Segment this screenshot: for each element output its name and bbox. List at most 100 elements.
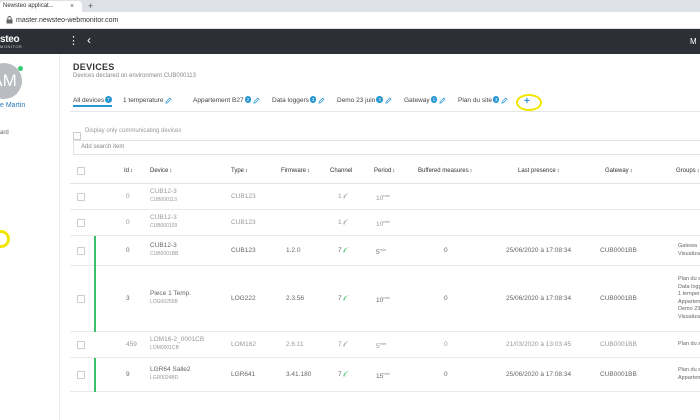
- sort-icon[interactable]: ↕: [307, 168, 310, 174]
- signal-icon: [343, 341, 348, 347]
- pencil-icon[interactable]: [385, 97, 392, 104]
- period-value: 5: [376, 343, 380, 351]
- last-presence: 21/03/2020 à 13:03:45: [506, 341, 572, 348]
- count-badge: 7: [105, 96, 112, 103]
- buffered-count: 0: [444, 341, 448, 348]
- pencil-icon[interactable]: [439, 97, 446, 104]
- channel-value: 1: [338, 193, 342, 200]
- sort-icon[interactable]: ↕: [629, 168, 633, 174]
- column-type-label: Type: [231, 168, 245, 174]
- channel-value: 7: [338, 247, 342, 254]
- column-device[interactable]: Device↕: [150, 168, 172, 174]
- count-badge: 3: [376, 96, 383, 103]
- table-row[interactable]: 459 LOM16-2_0001CB LOM0001CB LOM162 2.6.11 7 5…: [70, 332, 700, 358]
- period-unit: min: [383, 193, 390, 198]
- sort-icon[interactable]: ↕: [130, 168, 133, 174]
- column-groups[interactable]: Groups↕: [676, 168, 699, 174]
- device-name: CUB12-3: [150, 214, 177, 221]
- tab-device-group[interactable]: All devices 7: [73, 95, 112, 107]
- sort-icon[interactable]: ↕: [169, 168, 173, 174]
- pencil-icon[interactable]: [253, 97, 260, 104]
- group-name: Gatewa: [678, 243, 697, 249]
- lock-icon: [6, 16, 13, 24]
- tab-device-group[interactable]: Appartement B27 2: [193, 95, 260, 107]
- column-id[interactable]: Id↕: [124, 168, 133, 174]
- select-all-checkbox[interactable]: [77, 167, 85, 175]
- row-checkbox[interactable]: [77, 247, 85, 255]
- firmware-version: 2.3.56: [286, 295, 305, 302]
- gateway-id: CUB0001BB: [600, 295, 637, 302]
- communicating-indicator: [94, 358, 96, 392]
- avatar[interactable]: AM: [0, 63, 22, 99]
- communicating-filter[interactable]: Display only communicating devices: [73, 127, 181, 140]
- channel-value: 7: [338, 341, 342, 348]
- address-bar[interactable]: master.newsteo-webmonitor.com: [0, 12, 700, 29]
- sort-icon[interactable]: ↕: [392, 168, 396, 174]
- browser-tab-title: Newsteo applicat...: [3, 3, 54, 9]
- tab-device-group[interactable]: 1 temperature: [123, 95, 172, 107]
- period-value: 10: [376, 195, 384, 203]
- chevron-left-icon[interactable]: ‹: [87, 33, 91, 47]
- column-channel[interactable]: Channel: [330, 168, 352, 174]
- period-cell: 15min: [376, 371, 390, 380]
- search-input[interactable]: Add search item: [73, 140, 700, 155]
- count-badge: 3: [492, 96, 500, 103]
- column-last-presence[interactable]: Last presence↕: [518, 168, 559, 174]
- channel-cell: 7: [338, 247, 349, 254]
- row-checkbox[interactable]: [77, 219, 85, 227]
- tab-device-group[interactable]: Data loggers 3: [272, 95, 325, 107]
- tab-device-group[interactable]: Gateway 1: [404, 95, 446, 107]
- column-firmware[interactable]: Firmware↕: [281, 168, 310, 174]
- menu-dots-icon[interactable]: ⋮: [68, 35, 79, 47]
- page-subtitle: Devices declared on environment CUB00011…: [73, 73, 196, 79]
- row-checkbox[interactable]: [77, 371, 85, 379]
- row-checkbox[interactable]: [77, 295, 85, 303]
- column-id-label: Id: [124, 168, 130, 174]
- group-name: 1 temperat: [678, 291, 700, 297]
- column-period[interactable]: Period↕: [374, 168, 395, 174]
- table-row[interactable]: 9 LGR64 Salle2 LGR0024BD LGR641 3.41.180 7 15m…: [70, 358, 700, 392]
- device-name: LOM16-2_0001CB: [150, 336, 205, 343]
- url-text[interactable]: master.newsteo-webmonitor.com: [16, 17, 119, 24]
- close-tab-icon[interactable]: ×: [70, 3, 75, 10]
- pencil-icon[interactable]: [318, 97, 325, 104]
- group-name: Appartemen: [678, 298, 700, 305]
- filter-label: Display only communicating devices: [85, 128, 182, 134]
- device-type: CUB123: [231, 247, 256, 254]
- sort-icon[interactable]: ↕: [245, 168, 248, 174]
- table-row[interactable]: 0 CUB12-3 CUB000113 CUB123 1 10min: [70, 184, 700, 210]
- communicating-checkbox[interactable]: [73, 131, 81, 140]
- add-tab-button[interactable]: +: [524, 96, 530, 107]
- table-row[interactable]: 0 CUB12-3 CUB0001BB CUB123 1.2.0 7 5min 0 25/06/…: [70, 236, 700, 266]
- tab-device-group[interactable]: Plan du site 3: [458, 95, 508, 107]
- pencil-icon[interactable]: [165, 97, 172, 104]
- row-checkbox[interactable]: [77, 193, 85, 201]
- tab-label: Data loggers: [272, 97, 309, 104]
- sidebar: AM e Martin ard: [0, 54, 60, 420]
- device-type: LOM162: [231, 341, 256, 348]
- user-name[interactable]: e Martin: [0, 102, 26, 109]
- period-unit: min: [379, 341, 387, 346]
- table-row[interactable]: 3 Piece 1 Temp. LOG00255B LOG222 2.3.56 7 10mi…: [70, 266, 700, 332]
- device-id: 0: [126, 193, 130, 200]
- column-type[interactable]: Type↕: [231, 168, 248, 174]
- group-name: Plan du s: [678, 367, 700, 373]
- browser-tab[interactable]: Newsteo applicat... ×: [0, 1, 82, 12]
- sort-icon[interactable]: ↕: [696, 168, 700, 174]
- row-checkbox[interactable]: [77, 341, 85, 349]
- device-id: 0: [126, 219, 130, 226]
- column-buffered[interactable]: Buffered measures↕: [418, 168, 472, 174]
- tab-device-group[interactable]: Demo 23 juin 3: [337, 95, 392, 107]
- highlight-circle: [516, 94, 542, 111]
- table-row[interactable]: 0 CUB12-3 CUB000109 CUB123 1 10min: [70, 210, 700, 236]
- device-name: CUB12-3: [150, 188, 177, 195]
- column-gateway[interactable]: Gateway↕: [605, 168, 632, 174]
- user-menu[interactable]: M: [690, 37, 697, 46]
- sort-icon[interactable]: ↕: [556, 168, 560, 174]
- sort-icon[interactable]: ↕: [469, 168, 473, 174]
- signal-icon: [343, 295, 348, 301]
- sidebar-item-dashboard[interactable]: ard: [0, 130, 9, 136]
- firmware-version: 2.6.11: [286, 341, 304, 348]
- new-tab-button[interactable]: +: [88, 1, 94, 11]
- pencil-icon[interactable]: [501, 97, 508, 104]
